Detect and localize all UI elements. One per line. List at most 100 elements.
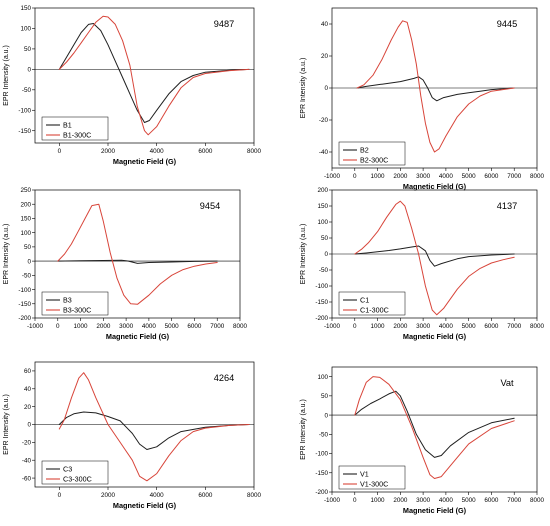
y-tick-label: 60 (24, 368, 32, 375)
x-tick-label: 7000 (507, 497, 522, 504)
x-axis-title: Magnetic Field (G) (403, 332, 467, 341)
x-tick-label: 0 (58, 148, 62, 155)
x-tick-label: 4000 (439, 173, 454, 180)
panel-title: Vat (500, 378, 514, 388)
x-tick-label: 4000 (439, 497, 454, 504)
chart-panel-4137: -1000 0 1000 2000 3000 4000 5000 6000 7000 8000-2… (300, 187, 544, 341)
y-tick-label: -200 (18, 315, 31, 322)
x-tick-label: 3000 (416, 497, 431, 504)
series-line-B1 (58, 23, 250, 123)
y-axis-title: EPR Intensity (a.u.) (3, 45, 10, 106)
x-tick-label: 8000 (530, 497, 545, 504)
x-tick-label: 2000 (101, 148, 116, 155)
x-tick-label: 8000 (247, 148, 262, 155)
y-tick-label: -50 (22, 273, 32, 280)
y-tick-label: -150 (18, 301, 31, 308)
legend-label: B3 (63, 296, 72, 305)
legend-box (338, 291, 406, 316)
x-tick-label: 5000 (462, 323, 477, 330)
panel-title: 9454 (200, 201, 220, 211)
chart-panel-4264: 0 2000 4000 6000 8000 -60 -40 -20 0 20 40 60 Magneti… (3, 361, 262, 510)
y-tick-label: 50 (24, 244, 32, 251)
legend-box (41, 116, 109, 141)
x-tick-label: 8000 (247, 492, 262, 499)
y-tick-label: -20 (319, 117, 329, 124)
x-tick-label: 1000 (74, 323, 89, 330)
panel-title: 9445 (497, 19, 517, 29)
x-tick-label: 8000 (530, 173, 545, 180)
x-tick-label: 5000 (165, 323, 180, 330)
series-line-B2 (356, 76, 515, 102)
x-tick-label: 3000 (416, 173, 431, 180)
x-tick-label: 3000 (119, 323, 134, 330)
panel-title: 9487 (214, 19, 234, 29)
legend-label: B3-300C (63, 306, 91, 315)
x-tick-label: 7000 (507, 173, 522, 180)
legend-label: C3 (63, 465, 72, 474)
x-tick-label: 5000 (462, 497, 477, 504)
legend-label: B2 (360, 146, 369, 155)
panel-title: 4264 (214, 373, 234, 383)
plot-frame (34, 7, 255, 144)
x-tick-label: 2000 (96, 323, 111, 330)
x-axis-title: Magnetic Field (G) (403, 182, 467, 191)
legend-label: B2-300C (360, 156, 388, 165)
x-tick-label: 6000 (198, 148, 213, 155)
y-tick-label: 150 (317, 203, 328, 210)
legend-label: V1 (360, 470, 369, 479)
x-tick-label: 4000 (439, 323, 454, 330)
x-tick-label: 6000 (198, 492, 213, 499)
y-tick-label: 0 (27, 422, 31, 429)
x-axis-title: Magnetic Field (G) (403, 506, 467, 515)
x-tick-label: 8000 (530, 323, 545, 330)
x-axis-title: Magnetic Field (G) (106, 332, 170, 341)
chart-panel-9487: 0 2000 4000 6000 8000 -150 -100 -50 0 50 100 150 Mag… (3, 5, 261, 166)
legend-box (338, 465, 406, 490)
x-tick-label: 8000 (233, 323, 248, 330)
y-axis-title: EPR Intensity (a.u.) (300, 58, 307, 119)
x-tick-label: -1000 (324, 497, 341, 504)
x-tick-label: -1000 (324, 323, 341, 330)
x-tick-label: 0 (353, 497, 357, 504)
x-tick-label: 7000 (210, 323, 225, 330)
series-line-V1-300C (354, 376, 515, 479)
x-tick-label: 0 (353, 323, 357, 330)
y-tick-label: 50 (24, 46, 32, 53)
y-tick-label: -150 (315, 299, 328, 306)
y-tick-label: -100 (18, 107, 31, 114)
y-tick-label: -200 (315, 489, 328, 496)
x-tick-label: 1000 (371, 323, 386, 330)
series-line-B3-300C (57, 203, 218, 305)
y-tick-label: -20 (22, 440, 32, 447)
y-tick-label: 40 (321, 21, 329, 28)
series-line-C1-300C (354, 200, 515, 316)
y-tick-label: -50 (22, 87, 32, 94)
panel-title: 4137 (497, 201, 517, 211)
x-tick-label: 1000 (371, 497, 386, 504)
y-tick-label: 50 (321, 235, 329, 242)
x-tick-label: 4000 (150, 492, 165, 499)
y-tick-label: 100 (317, 219, 328, 226)
y-tick-label: 0 (324, 412, 328, 419)
y-tick-label: 200 (317, 187, 328, 194)
y-tick-label: 100 (317, 374, 328, 381)
x-tick-label: 7000 (507, 323, 522, 330)
y-axis-title: EPR Intensity (a.u.) (3, 394, 10, 455)
y-tick-label: -40 (319, 149, 329, 156)
x-tick-label: 6000 (484, 323, 499, 330)
y-tick-label: 0 (27, 67, 31, 74)
y-axis-title: EPR Intensity (a.u.) (3, 224, 10, 285)
series-line-B1-300C (58, 15, 250, 136)
x-tick-label: 2000 (393, 173, 408, 180)
x-tick-label: 6000 (484, 497, 499, 504)
plot-frame (34, 189, 241, 319)
y-tick-label: -40 (22, 457, 32, 464)
x-tick-label: 6000 (187, 323, 202, 330)
x-axis-title: Magnetic Field (G) (113, 501, 177, 510)
chart-panel-9445: -1000 0 1000 2000 3000 4000 5000 6000 7000 8000-4… (300, 7, 545, 191)
series-line-B2-300C (356, 20, 515, 153)
